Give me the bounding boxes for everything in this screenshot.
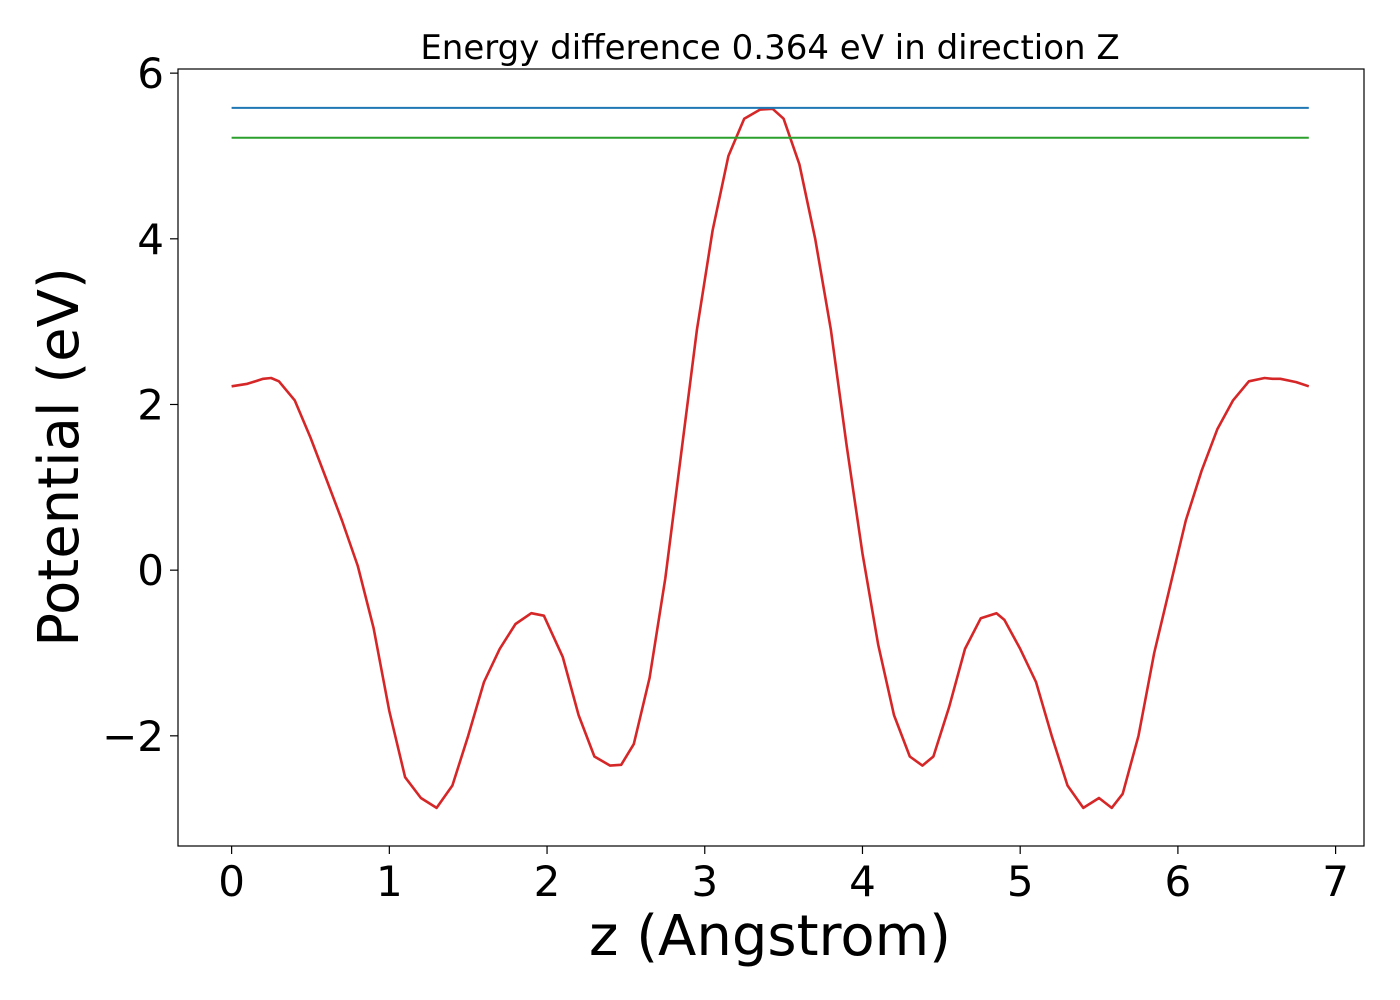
chart-title: Energy difference 0.364 eV in direction … bbox=[420, 28, 1119, 68]
x-tick-label: 5 bbox=[1007, 857, 1034, 906]
x-tick-label: 2 bbox=[534, 857, 561, 906]
series-layer bbox=[231, 106, 1310, 810]
x-tick-label: 1 bbox=[376, 857, 403, 906]
x-axis-ticks: 0 1 2 3 4 5 6 7 bbox=[218, 846, 1349, 906]
y-tick-label: 6 bbox=[137, 49, 164, 98]
y-tick-label: −2 bbox=[102, 712, 164, 761]
y-axis-ticks: −2 0 2 4 6 bbox=[102, 49, 178, 761]
x-tick-label: 6 bbox=[1165, 857, 1192, 906]
plot-frame bbox=[177, 68, 1365, 847]
x-tick-label: 4 bbox=[849, 857, 876, 906]
y-tick-label: 4 bbox=[137, 215, 164, 264]
x-tick-label: 0 bbox=[218, 857, 245, 906]
y-axis-label: Potential (eV) bbox=[27, 267, 92, 647]
x-axis-label: z (Angstrom) bbox=[589, 904, 951, 969]
x-tick-label: 3 bbox=[691, 857, 718, 906]
y-tick-label: 2 bbox=[137, 380, 164, 429]
y-tick-label: 0 bbox=[137, 546, 164, 595]
series-line-0 bbox=[231, 107, 1310, 810]
x-tick-label: 7 bbox=[1322, 857, 1349, 906]
